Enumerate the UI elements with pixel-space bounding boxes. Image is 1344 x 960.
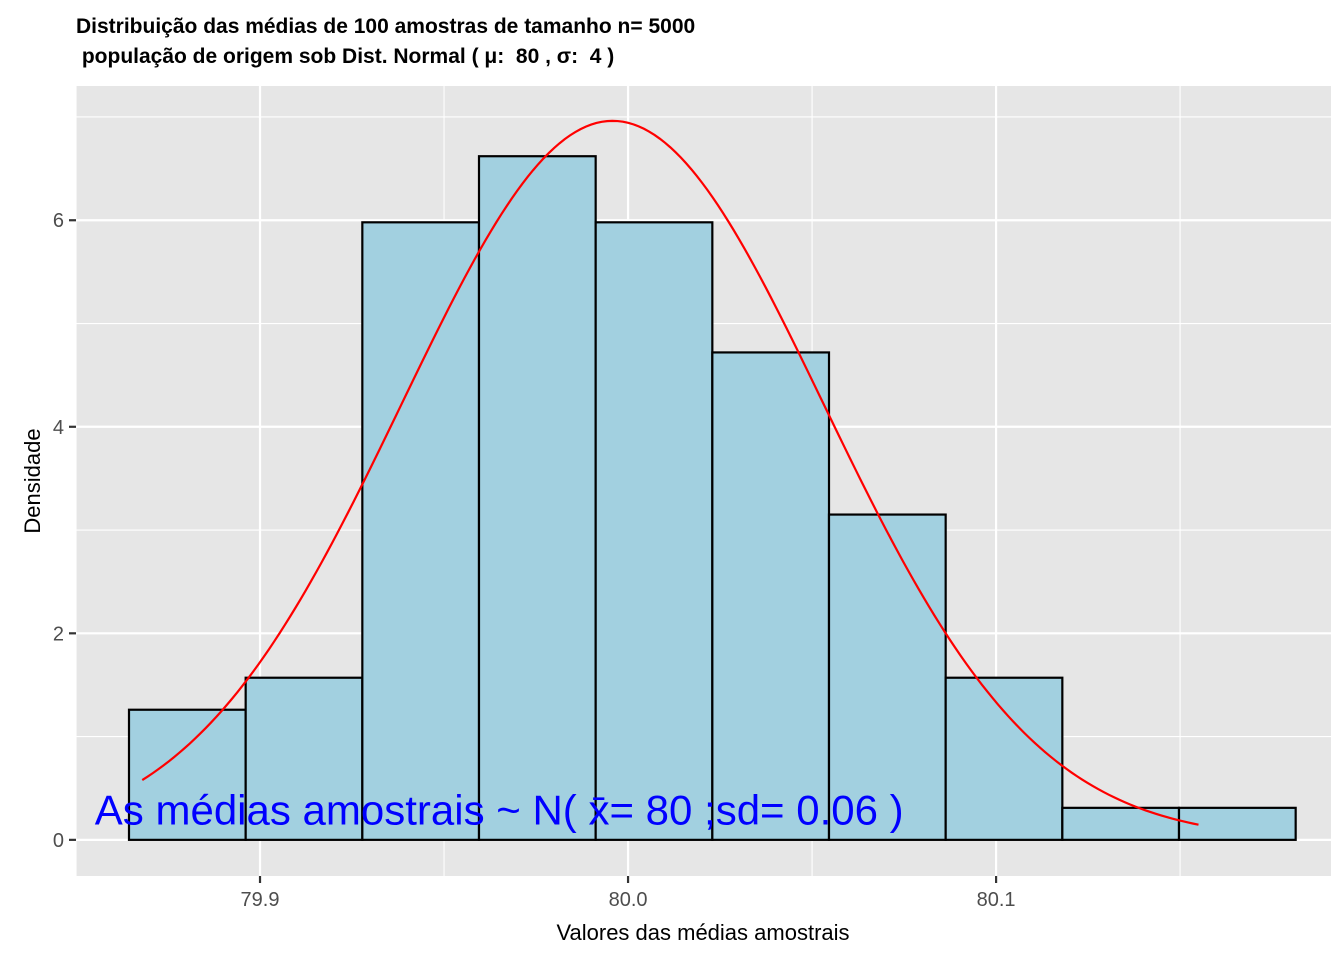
- histogram-bar: [244, 676, 364, 841]
- histogram-bar: [711, 351, 831, 841]
- histogram-bar: [1061, 806, 1181, 841]
- y-axis-title: Densidade: [20, 428, 45, 533]
- histogram-bar: [361, 221, 481, 841]
- x-tick-label: 79.9: [241, 889, 280, 911]
- x-tick-label: 80.0: [609, 889, 648, 911]
- histogram-bar: [827, 513, 947, 841]
- chart-title-line2: população de origem sob Dist. Normal ( μ…: [76, 45, 614, 68]
- y-tick-label: 6: [53, 210, 64, 232]
- histogram-bar: [594, 221, 714, 841]
- y-axis-ticks: 0 2 4 6: [53, 210, 76, 852]
- x-axis-ticks: 79.9 80.0 80.1: [241, 876, 1016, 911]
- chart-title-line1: Distribuição das médias de 100 amostras …: [76, 15, 695, 38]
- y-tick-label: 0: [53, 830, 64, 852]
- histogram-bars: [127, 155, 1297, 841]
- distribution-annotation: As médias amostrais ~ N( x̄= 80 ;sd= 0.0…: [95, 786, 904, 833]
- histogram-bar: [944, 676, 1064, 841]
- histogram-bar: [477, 155, 597, 841]
- x-tick-label: 80.1: [977, 889, 1016, 911]
- y-tick-label: 4: [53, 417, 64, 439]
- y-tick-label: 2: [53, 623, 64, 645]
- normal-density-curve: [141, 119, 1199, 826]
- x-axis-title: Valores das médias amostrais: [556, 920, 849, 945]
